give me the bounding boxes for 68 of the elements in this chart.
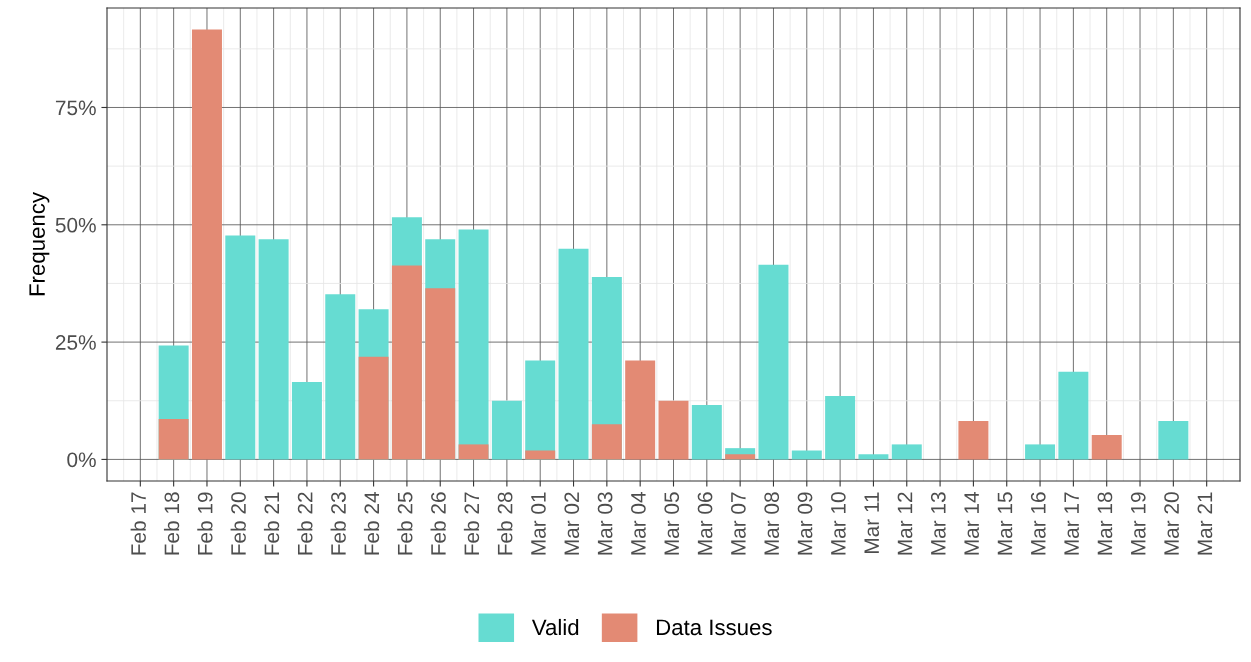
bar xyxy=(791,450,822,460)
x-tick-label: Mar 19 xyxy=(1130,492,1146,555)
x-tick-label: Mar 11 xyxy=(864,492,880,554)
y-tick-label: 50% xyxy=(55,217,96,233)
x-tick-label: Mar 20 xyxy=(1164,492,1179,555)
bar xyxy=(191,29,222,460)
bar xyxy=(325,294,356,460)
bar xyxy=(158,419,189,460)
x-tick-label: Feb 26 xyxy=(430,492,446,555)
x-tick-label: Mar 10 xyxy=(830,492,846,555)
x-tick-label: Mar 18 xyxy=(1097,492,1113,555)
x-tick-label: Mar 09 xyxy=(797,492,813,555)
bar xyxy=(825,396,856,460)
x-tick-label: Mar 21 xyxy=(1197,492,1213,555)
x-tick-label: Mar 07 xyxy=(730,492,746,555)
y-tick-label: 25% xyxy=(55,335,96,350)
x-tick-label: Feb 24 xyxy=(363,492,380,555)
bar xyxy=(391,265,422,460)
x-tick-label: Feb 28 xyxy=(497,492,513,555)
bar xyxy=(258,239,289,460)
x-tick-label: Feb 25 xyxy=(397,492,413,555)
bar xyxy=(1025,444,1056,460)
x-tick-label: Mar 17 xyxy=(1064,492,1079,555)
x-tick-label: Mar 13 xyxy=(930,492,946,555)
bar xyxy=(1158,420,1189,460)
x-tick-label: Mar 14 xyxy=(964,492,979,555)
bar xyxy=(1091,435,1122,460)
x-tick-label: Mar 12 xyxy=(897,492,913,555)
bar xyxy=(591,424,622,460)
x-tick-label: Feb 21 xyxy=(263,492,280,555)
bar xyxy=(691,404,722,460)
bar xyxy=(625,360,656,460)
x-tick-label: Feb 18 xyxy=(163,492,180,555)
legend-label: Valid xyxy=(531,618,579,636)
x-tick-label: Feb 20 xyxy=(230,492,246,555)
bar xyxy=(425,288,456,460)
bar xyxy=(725,454,756,460)
y-tick-label: 0% xyxy=(67,452,96,468)
x-tick-label: Mar 06 xyxy=(697,492,713,555)
bar xyxy=(958,420,989,460)
x-tick-label: Mar 16 xyxy=(1030,492,1046,555)
x-tick-label: Mar 02 xyxy=(564,492,580,555)
x-tick-label: Feb 22 xyxy=(297,492,313,555)
x-tick-label: Mar 08 xyxy=(764,492,780,555)
x-tick-label: Mar 05 xyxy=(664,492,680,555)
bar xyxy=(558,248,589,460)
x-tick-label: Mar 01 xyxy=(531,492,546,555)
bar xyxy=(291,381,322,460)
x-tick-label: Mar 15 xyxy=(997,492,1013,555)
x-tick-label: Feb 19 xyxy=(197,492,213,555)
x-tick-label: Mar 03 xyxy=(597,492,613,555)
bar xyxy=(225,235,256,460)
bar xyxy=(758,264,789,460)
x-tick-label: Mar 04 xyxy=(631,492,646,555)
bar xyxy=(458,444,489,460)
x-tick-label: Feb 23 xyxy=(330,492,346,555)
bar xyxy=(658,400,689,460)
bar xyxy=(525,450,556,460)
bar xyxy=(858,454,889,460)
legend-label: Data Issues xyxy=(656,619,772,636)
bar xyxy=(358,356,389,460)
x-tick-label: Feb 27 xyxy=(463,492,480,555)
bar xyxy=(491,400,522,460)
x-tick-label: Feb 17 xyxy=(130,492,146,555)
bar xyxy=(891,444,922,460)
y-axis-title: Frequency xyxy=(29,192,50,296)
y-tick-label: 75% xyxy=(55,100,96,116)
bar xyxy=(1058,371,1089,460)
